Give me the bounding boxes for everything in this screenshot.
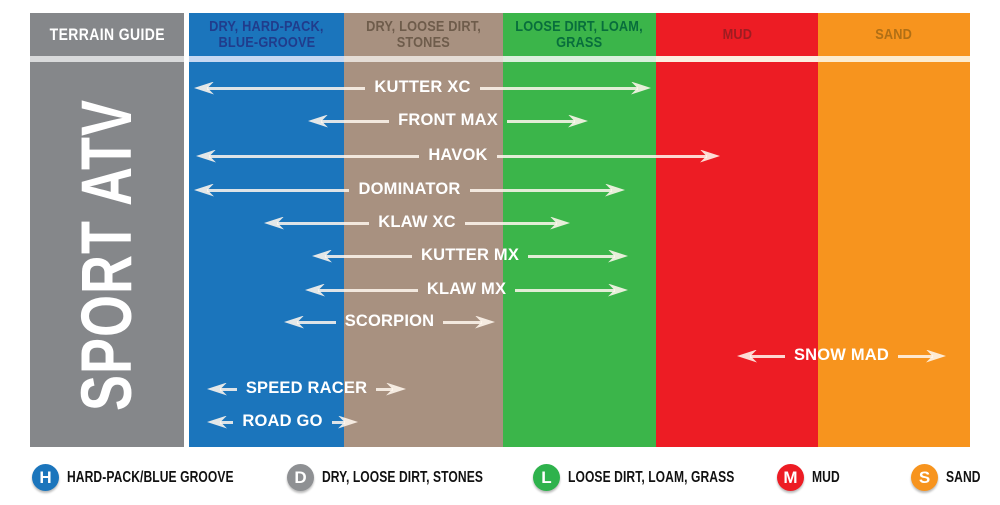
sidebar-label: SPORT ATV [67,98,147,411]
page-title: TERRAIN GUIDE [49,24,165,44]
tire-row: SCORPION [284,309,495,335]
legend-item-D: D DRY, LOOSE DIRT, STONES [287,464,528,491]
arrow-shaft [464,221,558,225]
tire-row: KUTTER MX [312,243,629,269]
legend-badge-D-icon: D [287,464,314,491]
arrow-shaft [479,86,638,90]
tire-label: DOMINATOR [358,179,461,198]
terrain-column-header-sand: SAND [818,13,970,56]
terrain-guide-title-cell: TERRAIN GUIDE [30,13,184,56]
terrain-column-header-mud: MUD [656,13,818,56]
arrow-shaft [321,119,390,123]
terrain-column-header-line: STONES [396,33,451,51]
arrow-shaft [220,387,237,391]
arrow-shaft [376,387,394,391]
tire-label: KUTTER XC [374,77,471,96]
arrow-shaft [325,254,412,258]
legend-badge-L-icon: L [533,464,560,491]
legend-label: HARD-PACK/BLUE GROOVE [67,468,234,486]
arrow-shaft [220,420,234,424]
arrow-shaft [207,86,366,90]
terrain-column-header-line: BLUE-GROOVE [218,33,315,51]
legend-item-S: S SAND [911,464,990,491]
tire-row: SNOW MAD [737,343,946,369]
arrow-shaft [207,188,350,192]
arrow-shaft [506,119,575,123]
legend-label: LOOSE DIRT, LOAM, GRASS [568,468,735,486]
tire-row: ROAD GO [207,409,359,435]
arrow-shaft [209,154,420,158]
tire-label: KLAW MX [426,279,507,298]
terrain-column-separator-loam-grass [503,56,656,62]
arrow-shaft [496,154,707,158]
terrain-column-header-line: MUD [722,25,752,43]
arrow-shaft [277,221,370,225]
legend-badge-M-icon: M [777,464,804,491]
tire-label: ROAD GO [242,411,323,430]
tire-row: KLAW MX [305,277,628,303]
arrow-shaft [297,320,336,324]
tire-row: KLAW XC [264,210,571,236]
arrow-shaft [750,354,785,358]
arrow-shaft [331,420,346,424]
terrain-column-separator-mud [656,56,818,62]
arrow-shaft [898,354,933,358]
legend-item-L: L LOOSE DIRT, LOAM, GRASS [533,464,781,491]
legend-item-H: H HARD-PACK/BLUE GROOVE [32,464,281,491]
terrain-column-header-line: LOOSE DIRT, LOAM, [515,17,644,35]
terrain-column-header-line: SAND [875,25,913,43]
terrain-column-body-mud [656,62,818,447]
terrain-column-header-hard-pack: DRY, HARD-PACK, BLUE-GROOVE [189,13,344,56]
terrain-column-header-line: GRASS [556,33,603,51]
legend-badge-S-icon: S [911,464,938,491]
terrain-column-header-line: DRY, LOOSE DIRT, [366,17,481,35]
arrow-shaft [528,254,616,258]
sidebar-sport-atv: SPORT ATV [30,62,184,447]
tire-label: FRONT MAX [398,110,498,129]
tire-label: HAVOK [428,145,488,164]
terrain-column-header-loose-dirt: DRY, LOOSE DIRT, STONES [344,13,503,56]
arrow-shaft [318,288,418,292]
tire-row: FRONT MAX [308,108,588,134]
arrow-shaft [443,320,482,324]
legend-label: MUD [812,468,840,486]
gray-separator-strip [30,56,184,62]
terrain-column-separator-hard-pack [189,56,344,62]
tire-row: DOMINATOR [194,177,625,203]
legend-label: DRY, LOOSE DIRT, STONES [322,468,484,486]
tire-label: SCORPION [344,311,435,330]
arrow-shaft [515,288,615,292]
tire-label: KUTTER MX [420,245,520,264]
terrain-column-header-line: DRY, HARD-PACK, [209,17,324,35]
legend-item-M: M MUD [777,464,848,491]
legend-badge-H-icon: H [32,464,59,491]
legend-label: SAND [946,468,981,486]
terrain-column-body-sand [818,62,970,447]
tire-label: SNOW MAD [793,345,890,364]
terrain-column-separator-sand [818,56,970,62]
terrain-column-separator-loose-dirt [344,56,503,62]
tire-label: KLAW XC [378,212,456,231]
tire-row: HAVOK [196,143,720,169]
tire-row: KUTTER XC [194,75,651,101]
arrow-shaft [469,188,612,192]
tire-row: SPEED RACER [207,376,407,402]
tire-label: SPEED RACER [245,378,368,397]
terrain-column-header-loam-grass: LOOSE DIRT, LOAM, GRASS [503,13,656,56]
